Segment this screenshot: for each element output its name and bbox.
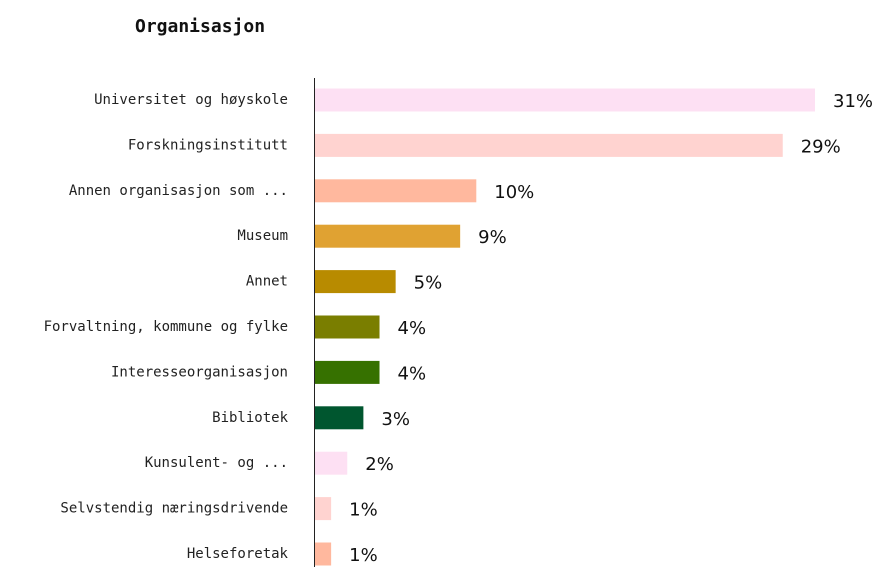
value-label: 1% [349, 500, 378, 521]
category-label: Kunsulent- og ... [145, 455, 288, 471]
category-label: Annet [246, 274, 288, 290]
value-label: 2% [365, 454, 394, 475]
category-label: Interesseorganisasjon [111, 364, 288, 380]
chart-title: Organisasjon [135, 16, 265, 37]
bar [315, 542, 332, 566]
bar [315, 315, 380, 339]
category-label: Forskningsinstitutt [128, 137, 288, 153]
bar [315, 360, 380, 384]
value-label: 3% [381, 409, 410, 430]
bar [315, 88, 815, 112]
value-label: 29% [801, 136, 841, 157]
value-label: 1% [349, 545, 378, 566]
bar [315, 133, 783, 157]
bar [315, 406, 364, 430]
category-label: Annen organisasjon som ... [69, 183, 288, 199]
bar [315, 451, 348, 475]
value-label: 9% [478, 227, 507, 248]
category-label: Helseforetak [187, 546, 289, 562]
value-label: 4% [398, 363, 427, 384]
value-label: 4% [398, 318, 427, 339]
category-label: Universitet og høyskole [94, 92, 288, 108]
category-label: Museum [237, 228, 288, 244]
bar [315, 224, 461, 248]
category-label: Selvstendig næringsdrivende [60, 501, 288, 517]
bar [315, 270, 396, 294]
value-label: 10% [494, 182, 534, 203]
value-label: 31% [833, 91, 873, 112]
value-label: 5% [414, 273, 443, 294]
category-label: Forvaltning, kommune og fylke [44, 319, 288, 335]
bar [315, 497, 332, 521]
bar [315, 179, 477, 203]
category-label: Bibliotek [212, 410, 288, 426]
